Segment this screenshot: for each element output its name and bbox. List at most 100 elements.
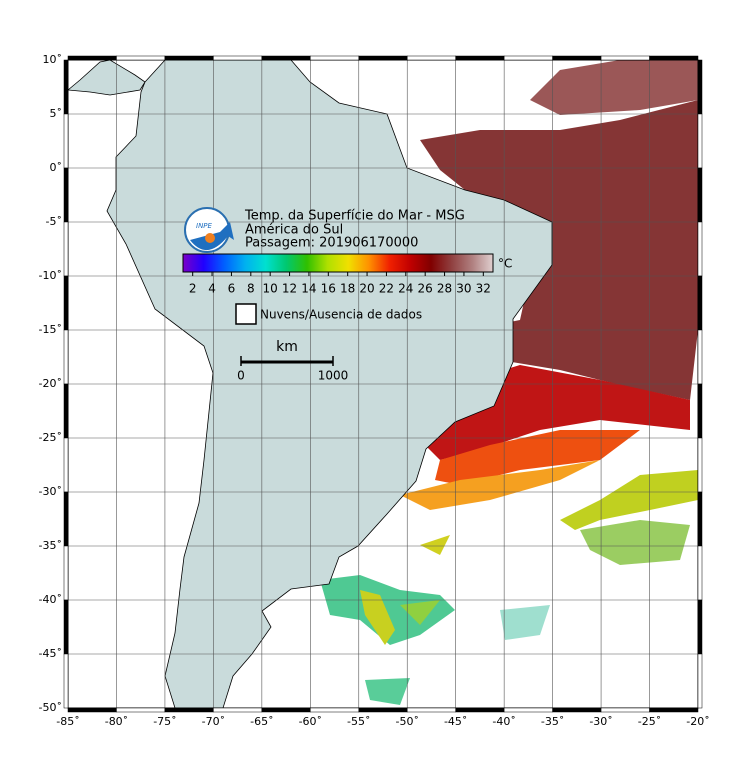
frame-segment (552, 707, 602, 713)
lat-label: -35˚ (39, 539, 62, 552)
colorbar-tick-label: 10 (263, 282, 278, 296)
frame-segment (406, 55, 456, 61)
lon-label: -55˚ (347, 715, 370, 728)
frame-segment (697, 545, 703, 601)
lon-label: -35˚ (541, 715, 564, 728)
frame-segment (63, 221, 69, 277)
colorbar-tick-label: 22 (379, 282, 394, 296)
lon-label: -65˚ (250, 715, 273, 728)
lon-label: -40˚ (492, 715, 515, 728)
frame-segment (406, 707, 456, 713)
lon-label: -70˚ (202, 715, 225, 728)
lon-label: -45˚ (444, 715, 467, 728)
colorbar-tick-label: 18 (340, 282, 355, 296)
frame-segment (552, 55, 602, 61)
lat-label: 5˚ (50, 107, 63, 120)
frame-segment (63, 59, 69, 115)
frame-segment (67, 55, 117, 61)
frame-segment (164, 55, 214, 61)
frame-segment (697, 491, 703, 547)
region: América do Sul (245, 223, 343, 238)
frame-segment (455, 707, 505, 713)
frame-segment (63, 437, 69, 493)
colorbar-tick-label: 6 (228, 282, 236, 296)
frame-segment (503, 55, 553, 61)
lat-label: -40˚ (39, 593, 62, 606)
frame-segment (697, 275, 703, 331)
frame-segment (697, 437, 703, 493)
frame-segment (358, 55, 408, 61)
lat-label: 0˚ (50, 161, 63, 174)
frame-segment (649, 55, 699, 61)
frame-segment (697, 599, 703, 655)
frame-segment (63, 275, 69, 331)
colorbar-tick-label: 16 (321, 282, 336, 296)
lat-label: -30˚ (39, 485, 62, 498)
colorbar-tick-label: 12 (282, 282, 297, 296)
frame-segment (164, 707, 214, 713)
lon-label: -85˚ (56, 715, 79, 728)
frame-segment (697, 383, 703, 439)
colorbar-tick-label: 4 (208, 282, 216, 296)
scale-end: 1000 (318, 369, 349, 383)
lon-label: -50˚ (395, 715, 418, 728)
colorbar-tick-label: 14 (301, 282, 316, 296)
colorbar-unit: °C (498, 257, 512, 271)
frame-segment (697, 653, 703, 709)
colorbar-tick-label: 20 (359, 282, 374, 296)
lon-label: -20˚ (686, 715, 709, 728)
scale-start: 0 (237, 369, 245, 383)
colorbar-tick-label: 30 (456, 282, 471, 296)
lat-label: -5˚ (46, 215, 62, 228)
colorbar (182, 253, 494, 273)
lat-label: -20˚ (39, 377, 62, 390)
frame-segment (649, 707, 699, 713)
sea-temperature (320, 60, 698, 705)
frame-segment (63, 167, 69, 223)
central-america (67, 59, 146, 96)
frame-segment (261, 55, 311, 61)
frame-segment (600, 707, 650, 713)
colorbar-tick-label: 32 (476, 282, 491, 296)
lat-label: -50˚ (39, 701, 62, 714)
frame-segment (697, 221, 703, 277)
legend-swatch (235, 303, 257, 325)
lon-label: -75˚ (153, 715, 176, 728)
frame-border (63, 55, 703, 713)
frame-segment (358, 707, 408, 713)
colorbar-tick-label: 8 (247, 282, 255, 296)
frame-segment (503, 707, 553, 713)
logo-text: INPE (196, 222, 213, 230)
logo: INPE (184, 207, 234, 253)
frame-segment (697, 329, 703, 385)
frame-segment (697, 167, 703, 223)
frame-segment (310, 55, 360, 61)
lat-label: -15˚ (39, 323, 62, 336)
legend-label: Nuvens/Ausencia de dados (260, 308, 422, 322)
frame-segment (67, 707, 117, 713)
frame-segment (310, 707, 360, 713)
colorbar-ticks: 2 4 6 8 10 12 14 16 18 20 22 24 26 28 30 32 (189, 272, 491, 296)
frame-segment (63, 653, 69, 709)
frame-segment (63, 383, 69, 439)
frame-segment (697, 59, 703, 115)
lat-label: -25˚ (39, 431, 62, 444)
frame-segment (63, 491, 69, 547)
scale-unit: km (276, 339, 298, 355)
lat-label: -45˚ (39, 647, 62, 660)
frame-segment (63, 113, 69, 169)
lat-label: 10˚ (43, 53, 63, 66)
colorbar-tick-label: 2 (189, 282, 197, 296)
frame-segment (63, 599, 69, 655)
colorbar-tick-label: 24 (398, 282, 413, 296)
lat-label: -10˚ (39, 269, 62, 282)
frame-segment (600, 55, 650, 61)
lon-label: -30˚ (589, 715, 612, 728)
frame-segment (213, 707, 263, 713)
frame-segment (697, 113, 703, 169)
lon-label: -80˚ (105, 715, 128, 728)
frame-segment (63, 329, 69, 385)
lon-label: -25˚ (638, 715, 661, 728)
title: Temp. da Superfície do Mar - MSG (244, 209, 465, 224)
